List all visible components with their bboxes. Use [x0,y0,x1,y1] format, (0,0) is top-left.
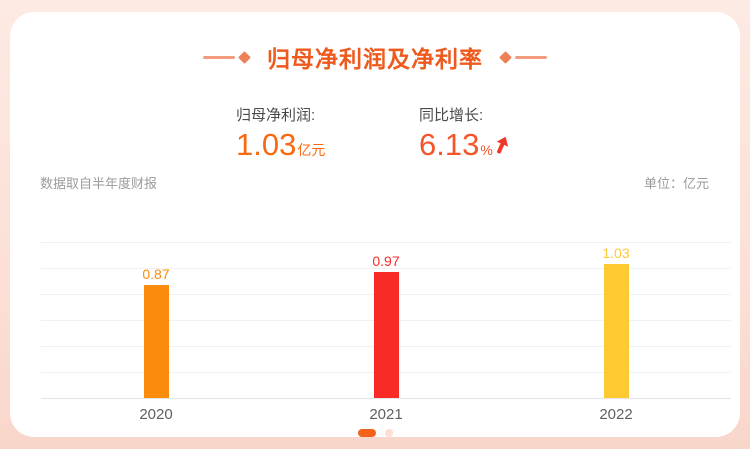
pagination-dot-1-active[interactable] [357,429,376,437]
stat-yoy-growth-value: 6.13 [419,127,480,162]
pagination-dot-2[interactable] [384,429,393,437]
bar-2020 [143,284,169,398]
stat-net-profit-value: 1.03 [236,127,297,162]
x-axis-label-2021: 2021 [369,406,403,423]
stat-net-profit: 归母净利润: 1.03 亿元 [236,106,331,162]
bar-value-label: 0.97 [372,252,400,269]
stat-yoy-growth: 同比增长: 6.13 % [419,106,514,162]
carousel-pagination [10,429,740,437]
bar-group-2022: 1.03 2022 [501,242,731,424]
unit-note: 单位：亿元 [643,176,709,191]
bar-value-label: 0.87 [142,265,170,282]
bar-2021 [373,271,399,398]
meta-row: 数据取自半年度财报 单位：亿元 [40,173,709,192]
chart-gridline [41,242,731,243]
title-decoration-diamond-right [499,50,512,64]
bar-group-2020: 0.87 2020 [41,242,271,424]
stats-row: 归母净利润: 1.03 亿元 同比增长: 6.13 % [10,106,740,162]
x-axis-label-2020: 2020 [139,406,173,423]
stat-yoy-growth-unit: % [480,142,493,158]
stat-net-profit-unit: 亿元 [297,142,326,158]
bar-group-2021: 0.97 2021 [271,242,501,424]
chart-baseline [41,398,731,399]
title-decoration-line-left [203,55,235,59]
chart-header: 归母净利润及净利率 [10,42,740,72]
title-decoration-line-right [515,55,547,59]
bar-value-label: 1.03 [602,245,630,262]
bar-chart: 0.87 2020 0.97 2021 1.03 2022 [41,242,731,427]
x-axis-label-2022: 2022 [599,406,633,423]
stat-net-profit-label: 归母净利润: [236,107,316,124]
chart-bars-container: 0.87 2020 0.97 2021 1.03 2022 [41,242,731,424]
page-title: 归母净利润及净利率 [267,46,483,72]
stat-yoy-growth-label: 同比增长: [419,107,484,124]
data-source-note: 数据取自半年度财报 [40,176,158,191]
trend-up-arrow-icon [494,135,510,155]
bar-2022 [603,264,629,398]
chart-gridline [41,268,731,269]
title-decoration-diamond-left [238,50,251,64]
content-card: 归母净利润及净利率 归母净利润: 1.03 亿元 同比增长: 6.13 % [10,12,740,437]
